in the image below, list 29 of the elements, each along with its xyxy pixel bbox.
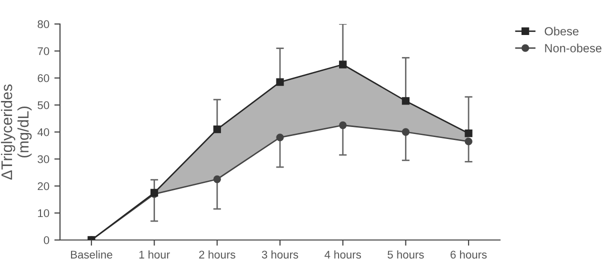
point	[276, 134, 284, 142]
point	[464, 138, 472, 146]
x-tick-label: 3 hours	[262, 250, 298, 259]
x-tick-label: 1 hour	[139, 250, 170, 259]
y-tick-label: 50	[38, 101, 50, 110]
point	[213, 125, 221, 134]
y-tick-label: 0	[44, 236, 50, 244]
point	[464, 130, 472, 138]
x-tick-label: 6 hours	[450, 250, 487, 259]
point	[339, 60, 347, 68]
x-tick-label: 4 hours	[324, 250, 361, 259]
y-tick-label: 60	[38, 74, 50, 82]
y-tick-label: 70	[38, 47, 50, 56]
y-tick-label: 30	[38, 155, 50, 164]
point	[402, 97, 410, 105]
y-tick-label: 80	[38, 20, 50, 28]
point	[276, 78, 284, 86]
y-tick-label: 10	[38, 209, 50, 218]
x-tick-label: 5 hours	[388, 250, 424, 259]
point	[339, 121, 347, 130]
legend-label: Non-obese	[545, 44, 602, 52]
y-axis-title: ΔTriglycerides (mg/dL)	[0, 84, 32, 180]
y-tick-label: 20	[38, 182, 50, 190]
x-tick-label: 2 hours	[199, 250, 236, 259]
x-tick-label: Baseline	[71, 250, 112, 259]
point	[402, 128, 410, 136]
legend-label: Obese	[544, 26, 578, 36]
point	[213, 175, 221, 184]
y-tick-label: 40	[37, 128, 50, 136]
